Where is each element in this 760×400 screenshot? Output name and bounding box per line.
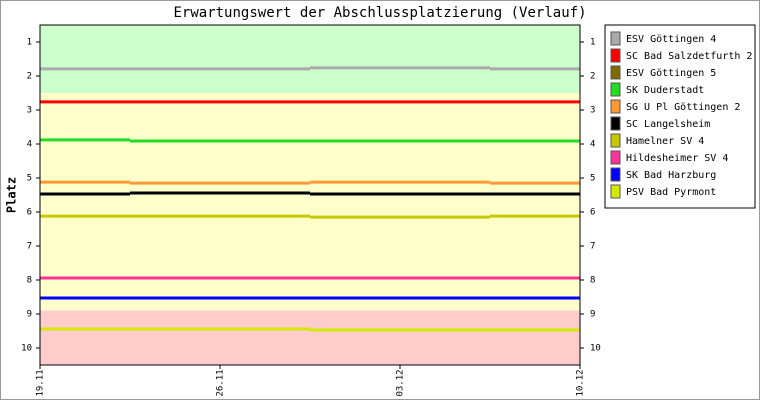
legend-swatch (610, 82, 621, 97)
legend-label: SC Langelsheim (626, 119, 710, 130)
x-tick-label: 10.12 (576, 369, 586, 396)
band (40, 93, 580, 311)
legend-box (604, 24, 756, 209)
legend-label: ESV Göttingen 4 (626, 34, 716, 45)
y-tick-label: 2 (590, 72, 595, 82)
y-tick-label: 10 (590, 344, 601, 354)
legend-label: ESV Göttingen 5 (626, 68, 716, 79)
legend-swatch (610, 150, 621, 165)
band (40, 25, 580, 93)
chart-title: Erwartungswert der Abschlussplatzierung … (173, 5, 586, 21)
band (40, 310, 580, 365)
y-tick-label: 1 (27, 38, 32, 48)
legend-label: SK Duderstadt (626, 85, 704, 96)
legend-swatch (610, 65, 621, 80)
y-tick-label: 8 (590, 276, 595, 286)
y-tick-label: 3 (590, 106, 595, 116)
x-tick-label: 03.12 (396, 369, 406, 396)
y-tick-label: 10 (21, 344, 32, 354)
legend-label: SK Bad Harzburg (626, 170, 716, 181)
y-tick-label: 1 (590, 38, 595, 48)
legend-swatch (610, 48, 621, 63)
y-tick-label: 7 (27, 242, 32, 252)
y-tick-label: 7 (590, 242, 595, 252)
legend-label: PSV Bad Pyrmont (626, 187, 716, 198)
y-tick-label: 6 (590, 208, 595, 218)
legend-label: Hildesheimer SV 4 (626, 153, 728, 164)
legend-swatch (610, 116, 621, 131)
legend-swatch (610, 184, 621, 199)
plot-border (39, 24, 581, 366)
y-tick-label: 5 (590, 174, 595, 184)
y-tick-label: 6 (27, 208, 32, 218)
legend-label: SG U Pl Göttingen 2 (626, 102, 740, 113)
x-tick-label: 26.11 (216, 369, 226, 396)
y-tick-label: 4 (27, 140, 32, 150)
y-tick-label: 2 (27, 72, 32, 82)
y-tick-label: 9 (590, 310, 595, 320)
y-tick-label: 3 (27, 106, 32, 116)
legend-swatch (610, 99, 621, 114)
legend-label: SC Bad Salzdetfurth 2 (626, 51, 752, 62)
legend-swatch (610, 167, 621, 182)
y-tick-label: 8 (27, 276, 32, 286)
y-axis-label: Platz (5, 177, 19, 213)
x-tick-label: 19.11 (36, 369, 46, 396)
legend-swatch (610, 133, 621, 148)
y-tick-label: 4 (590, 140, 595, 150)
legend-swatch (610, 31, 621, 46)
legend-label: Hamelner SV 4 (626, 136, 704, 147)
y-tick-label: 5 (27, 174, 32, 184)
y-tick-label: 9 (27, 310, 32, 320)
